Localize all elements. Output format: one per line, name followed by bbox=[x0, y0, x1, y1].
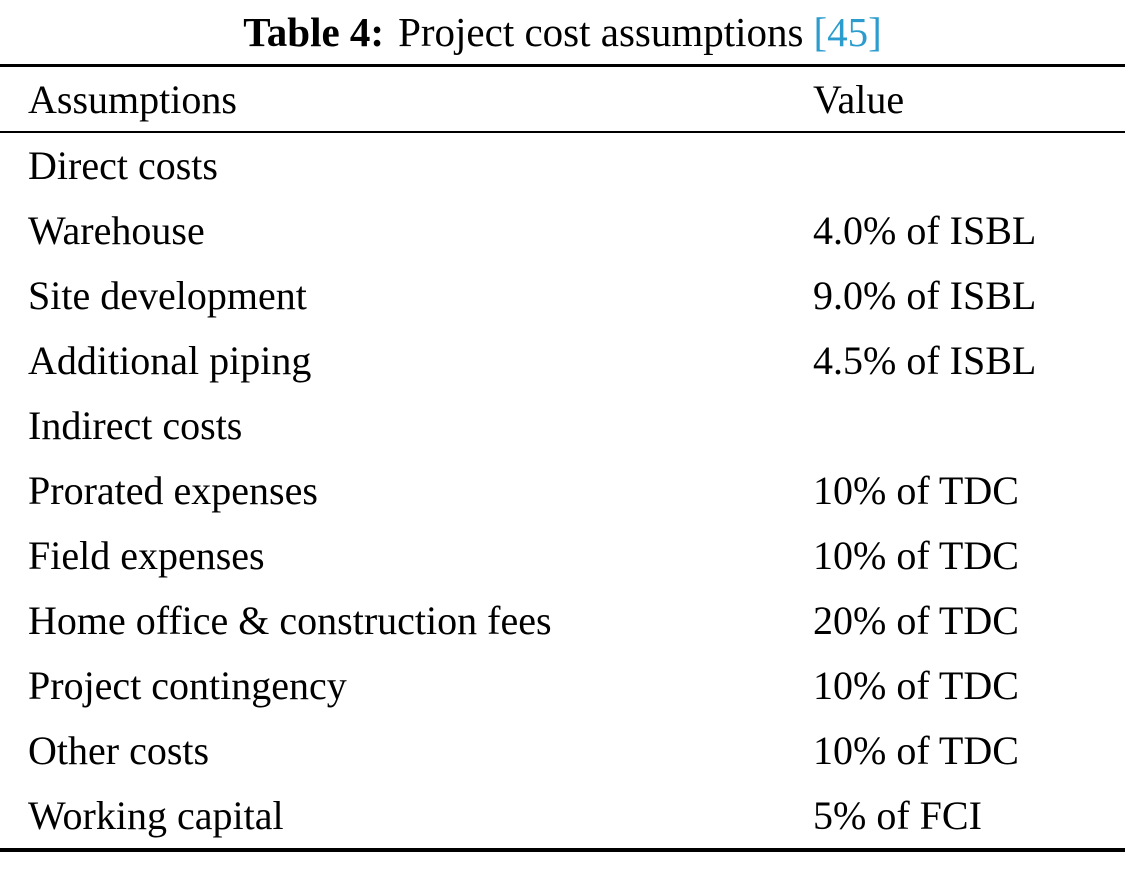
value-cell: 4.0% of ISBL bbox=[813, 208, 1037, 253]
top-rule bbox=[0, 64, 1125, 67]
table-caption-label: Table 4: bbox=[243, 9, 385, 55]
assumption-cell: Other costs bbox=[28, 728, 210, 773]
table-row: Prorated expenses 10% of TDC bbox=[0, 458, 1125, 523]
assumption-cell: Prorated expenses bbox=[28, 468, 318, 513]
assumption-cell: Project contingency bbox=[28, 663, 347, 708]
table-caption: Table 4: Project cost assumptions [45] bbox=[0, 0, 1125, 64]
header-value: Value bbox=[813, 76, 905, 122]
bottom-rule bbox=[0, 848, 1125, 852]
value-cell: 10% of TDC bbox=[813, 663, 1019, 708]
table-row: Indirect costs bbox=[0, 393, 1125, 458]
table-header-row: Assumptions Value bbox=[0, 67, 1125, 131]
assumption-cell: Direct costs bbox=[28, 143, 218, 188]
table-row: Additional piping 4.5% of ISBL bbox=[0, 328, 1125, 393]
assumption-cell: Site development bbox=[28, 273, 307, 318]
table-row: Home office & construction fees 20% of T… bbox=[0, 588, 1125, 653]
assumption-cell: Working capital bbox=[28, 793, 284, 838]
table-row: Direct costs bbox=[0, 133, 1125, 198]
value-cell: 20% of TDC bbox=[813, 598, 1019, 643]
header-assumptions: Assumptions bbox=[28, 76, 237, 122]
assumption-cell: Additional piping bbox=[28, 338, 312, 383]
table-row: Field expenses 10% of TDC bbox=[0, 523, 1125, 588]
table-row: Working capital 5% of FCI bbox=[0, 783, 1125, 848]
table-row: Other costs 10% of TDC bbox=[0, 718, 1125, 783]
citation-link[interactable]: [45] bbox=[813, 9, 882, 55]
assumption-cell: Warehouse bbox=[28, 208, 205, 253]
value-cell: 10% of TDC bbox=[813, 728, 1019, 773]
table-caption-title: Project cost assumptions bbox=[398, 9, 804, 55]
assumption-cell: Field expenses bbox=[28, 533, 265, 578]
header-rule bbox=[0, 131, 1125, 133]
table-row: Project contingency 10% of TDC bbox=[0, 653, 1125, 718]
table-body: Direct costs Warehouse 4.0% of ISBL Site… bbox=[0, 133, 1125, 848]
value-cell: 9.0% of ISBL bbox=[813, 273, 1037, 318]
assumption-cell: Home office & construction fees bbox=[28, 598, 552, 643]
value-cell: 5% of FCI bbox=[813, 793, 982, 838]
value-cell: 10% of TDC bbox=[813, 533, 1019, 578]
assumption-cell: Indirect costs bbox=[28, 403, 243, 448]
value-cell: 4.5% of ISBL bbox=[813, 338, 1037, 383]
table-row: Site development 9.0% of ISBL bbox=[0, 263, 1125, 328]
table-row: Warehouse 4.0% of ISBL bbox=[0, 198, 1125, 263]
value-cell: 10% of TDC bbox=[813, 468, 1019, 513]
